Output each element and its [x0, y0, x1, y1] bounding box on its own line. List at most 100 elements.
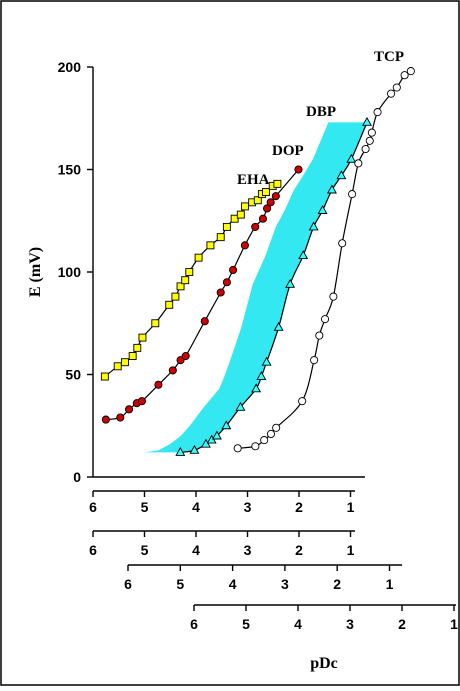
pdc-tick-label: 3 [244, 499, 252, 515]
pdc-tick-label: 4 [229, 576, 237, 592]
point-tcp [260, 436, 269, 445]
point-tcp [233, 444, 242, 453]
point-dbp [256, 371, 267, 380]
point-dbp [211, 430, 222, 440]
point-dop [176, 356, 185, 365]
point-dbp [362, 116, 372, 126]
point-dbp [336, 170, 347, 180]
point-tcp [387, 89, 396, 98]
point-dbp [261, 356, 272, 366]
point-tcp [251, 442, 260, 451]
y-axis-title: E (mV) [27, 247, 44, 297]
point-dbp [298, 250, 309, 260]
y-tick-label: 50 [65, 367, 81, 383]
point-tcp [272, 423, 281, 432]
marker-layer [100, 67, 415, 456]
point-tcp [400, 71, 409, 80]
pdc-tick-label: 1 [347, 499, 355, 515]
pdc-tick-label: 3 [281, 576, 289, 592]
shaded-region [144, 122, 367, 453]
y-tick-label: 200 [58, 59, 82, 75]
point-eha [113, 362, 122, 371]
point-eha [165, 300, 174, 309]
point-eha [176, 282, 185, 291]
point-dbp [317, 205, 328, 214]
pdc-tick-label: 4 [192, 542, 200, 558]
point-dop [229, 265, 238, 275]
series-label-dop: DOP [272, 143, 304, 159]
point-tcp [361, 144, 370, 154]
pdc-tick-label: 4 [192, 499, 200, 515]
point-dbp [308, 221, 319, 231]
pdc-tick-label: 5 [176, 576, 184, 592]
point-eha [185, 268, 194, 276]
point-eha [262, 188, 270, 197]
point-eha [171, 292, 180, 301]
point-dop [222, 278, 231, 287]
point-tcp [373, 108, 382, 117]
pdc-tick-label: 1 [450, 616, 458, 632]
point-dop [294, 165, 303, 174]
point-dop [101, 415, 110, 424]
point-dop [263, 204, 272, 213]
point-eha [216, 233, 225, 242]
point-dbp [189, 444, 200, 454]
x-axis-title: pDc [310, 655, 338, 672]
point-eha [151, 319, 160, 328]
point-dop [258, 214, 268, 223]
pdc-tick-label: 5 [242, 616, 250, 632]
y-tick-label: 100 [58, 264, 82, 280]
point-tcp [406, 67, 415, 76]
point-eha [181, 276, 190, 285]
pdc-tick-label: 2 [295, 499, 303, 515]
point-tcp [320, 315, 330, 324]
point-dop [216, 288, 225, 297]
point-tcp [266, 429, 276, 439]
point-eha [128, 352, 137, 360]
point-dop [251, 222, 260, 231]
point-tcp [365, 136, 374, 145]
point-dbp [235, 401, 246, 411]
pdc-tick-label: 6 [89, 499, 97, 515]
axes-layer: 0 50 100 150 200 6 5 4 3 2 1 6 5 4 3 2 1 6 5 4 3 2 1 6 5 4 3 2 1 [58, 59, 458, 632]
point-eha [273, 179, 282, 188]
point-tcp [348, 190, 357, 199]
point-eha [230, 214, 239, 223]
point-eha [236, 210, 245, 219]
pdc-tick-label: 5 [141, 499, 149, 515]
point-tcp [298, 397, 307, 406]
series-label-tcp: TCP [374, 49, 404, 65]
point-dbp [327, 184, 337, 194]
point-eha [240, 202, 249, 211]
point-dbp [285, 278, 296, 288]
point-dop [125, 405, 134, 414]
point-eha [222, 222, 231, 231]
point-eha [138, 333, 147, 342]
point-dbp [346, 153, 357, 163]
point-eha [206, 241, 215, 250]
point-dbp [221, 420, 232, 430]
pdc-tick-label: 6 [89, 542, 97, 558]
point-tcp [367, 128, 376, 137]
point-dop [181, 351, 190, 361]
pdc-tick-label: 3 [244, 542, 252, 558]
pdc-tick-label: 5 [141, 542, 149, 558]
point-tcp [392, 83, 401, 92]
y-tick-label: 150 [58, 162, 82, 178]
pdc-tick-label: 3 [346, 616, 354, 632]
point-tcp [315, 331, 324, 340]
point-eha [120, 358, 129, 367]
point-dop [266, 198, 275, 207]
pdc-tick-label: 1 [386, 576, 394, 592]
point-tcp [338, 239, 347, 248]
point-dop [200, 317, 209, 326]
point-dbp [175, 446, 186, 456]
band-layer [144, 122, 367, 453]
point-tcp [354, 159, 363, 168]
pdc-tick-label: 6 [124, 576, 132, 592]
pdc-tick-label: 2 [398, 616, 406, 632]
pdc-tick-label: 1 [347, 542, 355, 558]
point-dop [240, 241, 249, 250]
